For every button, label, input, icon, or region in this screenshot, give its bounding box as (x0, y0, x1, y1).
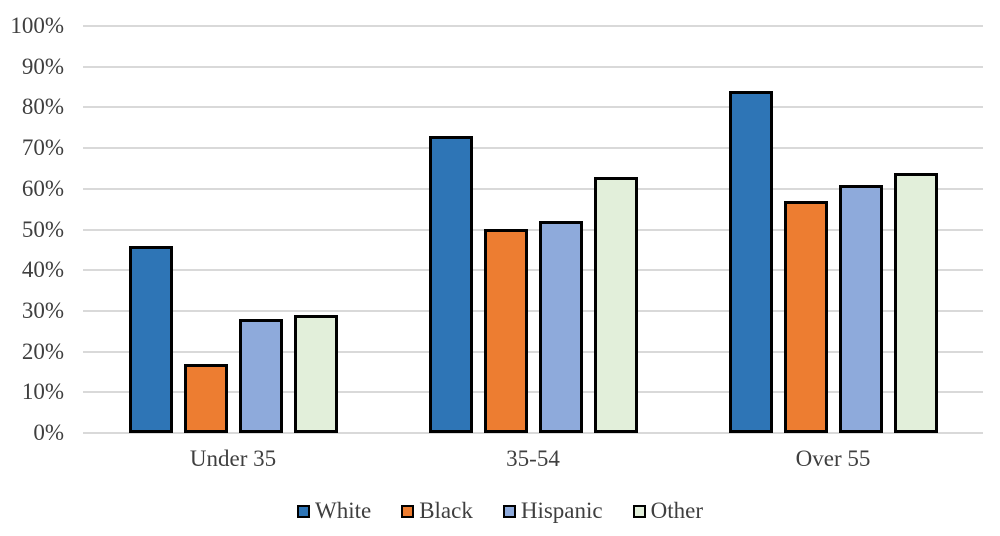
gridline-30 (83, 309, 983, 312)
gridline-0 (83, 432, 983, 434)
y-axis-tick-label-90: 90% (21, 53, 64, 79)
bar-black-35-54 (483, 229, 528, 433)
legend-swatch-white-icon (297, 504, 310, 518)
bar-group-under-35 (83, 26, 383, 433)
gridline-40 (83, 269, 983, 272)
bar-black-under-35 (183, 364, 228, 433)
bar-groups (83, 26, 983, 433)
x-axis-label-35-54: 35-54 (506, 446, 560, 471)
legend-label-other: Other (650, 498, 703, 523)
y-axis-tick-label-50: 50% (21, 216, 64, 242)
y-axis-tick-label-20: 20% (21, 338, 64, 364)
bar-hispanic-35-54 (538, 221, 583, 433)
gridline-70 (83, 147, 983, 150)
bar-white-35-54 (428, 136, 473, 433)
bar-white-over-55 (728, 91, 773, 433)
y-axis-tick-label-10: 10% (21, 379, 64, 405)
legend-label-hispanic: Hispanic (520, 498, 603, 523)
legend-item-other: Other (632, 498, 703, 523)
gridline-50 (83, 228, 983, 231)
x-axis-label-over-55: Over 55 (795, 446, 871, 471)
y-axis-tick-label-60: 60% (21, 175, 64, 201)
gridline-100 (83, 25, 983, 27)
bar-group-over-55 (683, 26, 983, 433)
bar-other-35-54 (593, 177, 638, 433)
legend-label-white: White (315, 498, 372, 523)
legend-swatch-hispanic-icon (502, 504, 516, 518)
gridline-10 (83, 391, 983, 394)
bar-hispanic-over-55 (838, 185, 883, 433)
legend-label-black: Black (419, 498, 473, 523)
legend: White Black Hispanic Other (0, 499, 1000, 523)
bar-white-under-35 (128, 246, 173, 433)
legend-item-white: White (297, 499, 371, 523)
x-axis-labels: Under 35 35-54 Over 55 (83, 446, 983, 472)
bar-other-under-35 (293, 315, 338, 433)
x-axis-label-under-35: Under 35 (189, 446, 277, 471)
y-axis-tick-label-70: 70% (21, 135, 64, 161)
y-axis-tick-label-30: 30% (21, 297, 64, 323)
plot-area (83, 25, 983, 434)
legend-item-black: Black (401, 499, 473, 523)
bar-hispanic-under-35 (238, 319, 283, 433)
gridline-60 (83, 187, 983, 190)
legend-swatch-black-icon (401, 504, 415, 518)
gridline-90 (83, 65, 983, 68)
gridline-20 (83, 350, 983, 353)
y-axis-tick-label-80: 80% (21, 94, 64, 120)
y-axis-tick-label-0: 0% (33, 420, 64, 445)
bar-black-over-55 (783, 201, 828, 433)
bar-group-35-54 (383, 26, 683, 433)
y-axis-tick-label-40: 40% (21, 257, 64, 283)
legend-item-hispanic: Hispanic (502, 498, 603, 523)
bar-other-over-55 (893, 173, 938, 433)
gridline-80 (83, 106, 983, 109)
legend-swatch-other-icon (632, 504, 646, 518)
y-axis-tick-label-100: 100% (10, 13, 64, 38)
